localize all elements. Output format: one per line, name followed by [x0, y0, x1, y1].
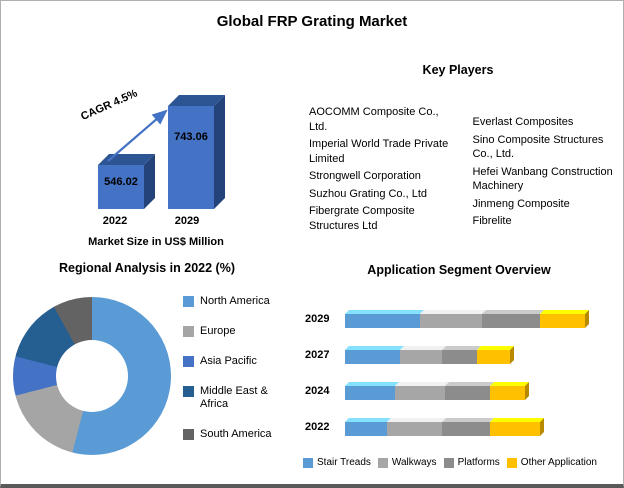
application-year-label: 2027 — [305, 349, 330, 361]
key-player-name: Hefei Wanbang Construction Machinery — [472, 165, 613, 193]
application-segment-section: Application Segment Overview 2029 2027 202… — [299, 263, 619, 481]
x-axis-label-2022: 2022 — [102, 215, 128, 227]
application-rows: 2029 2027 2024 2022 — [299, 301, 619, 445]
legend-item: Platforms — [443, 457, 500, 468]
key-player-name: Fibrelite — [472, 215, 512, 228]
key-players-section: Key Players AOCOMM Composite Co., Ltd. Im… — [299, 63, 617, 236]
market-chart-caption: Market Size in US$ Million — [88, 236, 224, 248]
bar-segment-platforms — [445, 385, 490, 400]
legend-label: Asia Pacific — [200, 354, 257, 367]
bar-segment-other-application — [490, 385, 525, 400]
page-title: Global FRP Grating Market — [216, 13, 408, 30]
bar-2029: 743.06 — [168, 95, 225, 209]
legend-swatch — [183, 325, 194, 337]
legend-swatch — [377, 457, 388, 468]
legend-label: Other Application — [520, 457, 597, 468]
market-bars-area: 546.02 743.06 CAGR 4.5% — [36, 59, 301, 209]
legend-label: Middle East & Africa — [200, 384, 268, 410]
legend-item: Walkways — [377, 457, 437, 468]
key-player-name: Sino Composite Structures Co., Ltd. — [472, 133, 604, 161]
regional-title: Regional Analysis in 2022 (%) — [59, 261, 235, 275]
regional-analysis-section: Regional Analysis in 2022 (%) North Amer… — [11, 261, 299, 481]
stacked-bar — [345, 313, 585, 328]
stacked-bar — [345, 385, 525, 400]
legend-item: Asia Pacific — [183, 355, 296, 368]
legend-swatch — [183, 296, 194, 307]
key-player-name: AOCOMM Composite Co., Ltd. — [309, 106, 439, 133]
regional-donut-chart — [13, 297, 171, 455]
cagr-arrow-icon — [107, 109, 168, 162]
key-player-name: Imperial World Trade Private Limited — [309, 138, 449, 165]
legend-label: Europe — [200, 324, 236, 337]
key-players-column: AOCOMM Composite Co., Ltd. Imperial World… — [309, 105, 458, 236]
application-year-label: 2024 — [305, 385, 330, 397]
legend-item: Europe — [183, 325, 296, 338]
legend-item: Other Application — [506, 457, 597, 468]
bar-2022: 546.02 — [98, 154, 155, 209]
application-year-label: 2022 — [305, 421, 330, 433]
bar-segment-walkways — [420, 313, 482, 328]
bar-segment-other-application — [477, 349, 510, 364]
stacked-bar — [345, 421, 540, 436]
bar-segment-stair-treads — [345, 421, 387, 436]
regional-legend: North America Europe Asia Pacific Middle Ea… — [183, 295, 296, 458]
legend-swatch — [506, 457, 517, 468]
key-player-name: Jinmeng Composite — [472, 197, 570, 210]
legend-swatch — [443, 457, 454, 468]
application-legend: Stair Treads Walkways Platforms Other Appli… — [299, 457, 619, 468]
bar-value-label: 546.02 — [104, 175, 138, 188]
legend-label: Walkways — [391, 457, 437, 468]
legend-swatch — [183, 385, 194, 397]
application-row: 2029 — [299, 301, 619, 337]
application-row: 2022 — [299, 409, 619, 445]
application-row: 2027 — [299, 337, 619, 373]
bar-segment-other-application — [540, 313, 585, 328]
application-title: Application Segment Overview — [367, 263, 551, 277]
legend-swatch — [303, 457, 313, 468]
legend-swatch — [183, 428, 194, 440]
bar-segment-other-application — [490, 421, 540, 436]
bar-segment-stair-treads — [345, 313, 420, 328]
key-player-name: Fibergrate Composite Structures Ltd — [309, 205, 415, 232]
legend-label: South America — [200, 427, 272, 440]
bar-segment-platforms — [442, 349, 477, 364]
x-axis-label-2029: 2029 — [174, 215, 200, 227]
legend-item: Stair Treads — [303, 457, 371, 468]
key-players-column: Everlast Composites Sino Composite Struct… — [472, 115, 617, 236]
key-player-name: Suzhou Grating Co., Ltd — [309, 187, 428, 200]
legend-item: Middle East & Africa — [183, 385, 296, 411]
bar-segment-stair-treads — [345, 385, 395, 400]
bar-segment-platforms — [442, 421, 490, 436]
legend-label: Platforms — [457, 457, 500, 468]
bar-segment-walkways — [400, 349, 442, 364]
legend-item: North America — [183, 295, 296, 308]
bar-front-face — [98, 165, 144, 209]
key-players-title: Key Players — [422, 63, 494, 77]
bar-value-label: 743.06 — [174, 130, 208, 143]
legend-swatch — [183, 355, 194, 367]
bar-front-face — [168, 106, 214, 209]
bar-segment-stair-treads — [345, 349, 400, 364]
stacked-bar — [345, 349, 510, 364]
legend-item: South America — [183, 428, 296, 441]
legend-label: Stair Treads — [317, 457, 371, 468]
bar-segment-walkways — [387, 421, 442, 436]
application-row: 2024 — [299, 373, 619, 409]
legend-label: North America — [200, 295, 270, 307]
bar-segment-platforms — [482, 313, 540, 328]
bar-side-face — [214, 95, 225, 209]
market-size-section: 546.02 743.06 CAGR 4.5% 2022 2029 Market… — [36, 59, 301, 254]
key-players-columns: AOCOMM Composite Co., Ltd. Imperial World… — [299, 105, 617, 236]
bar-segment-walkways — [395, 385, 445, 400]
key-player-name: Everlast Composites — [472, 116, 574, 128]
key-player-name: Strongwell Corporation — [309, 170, 421, 183]
application-year-label: 2029 — [305, 313, 330, 325]
